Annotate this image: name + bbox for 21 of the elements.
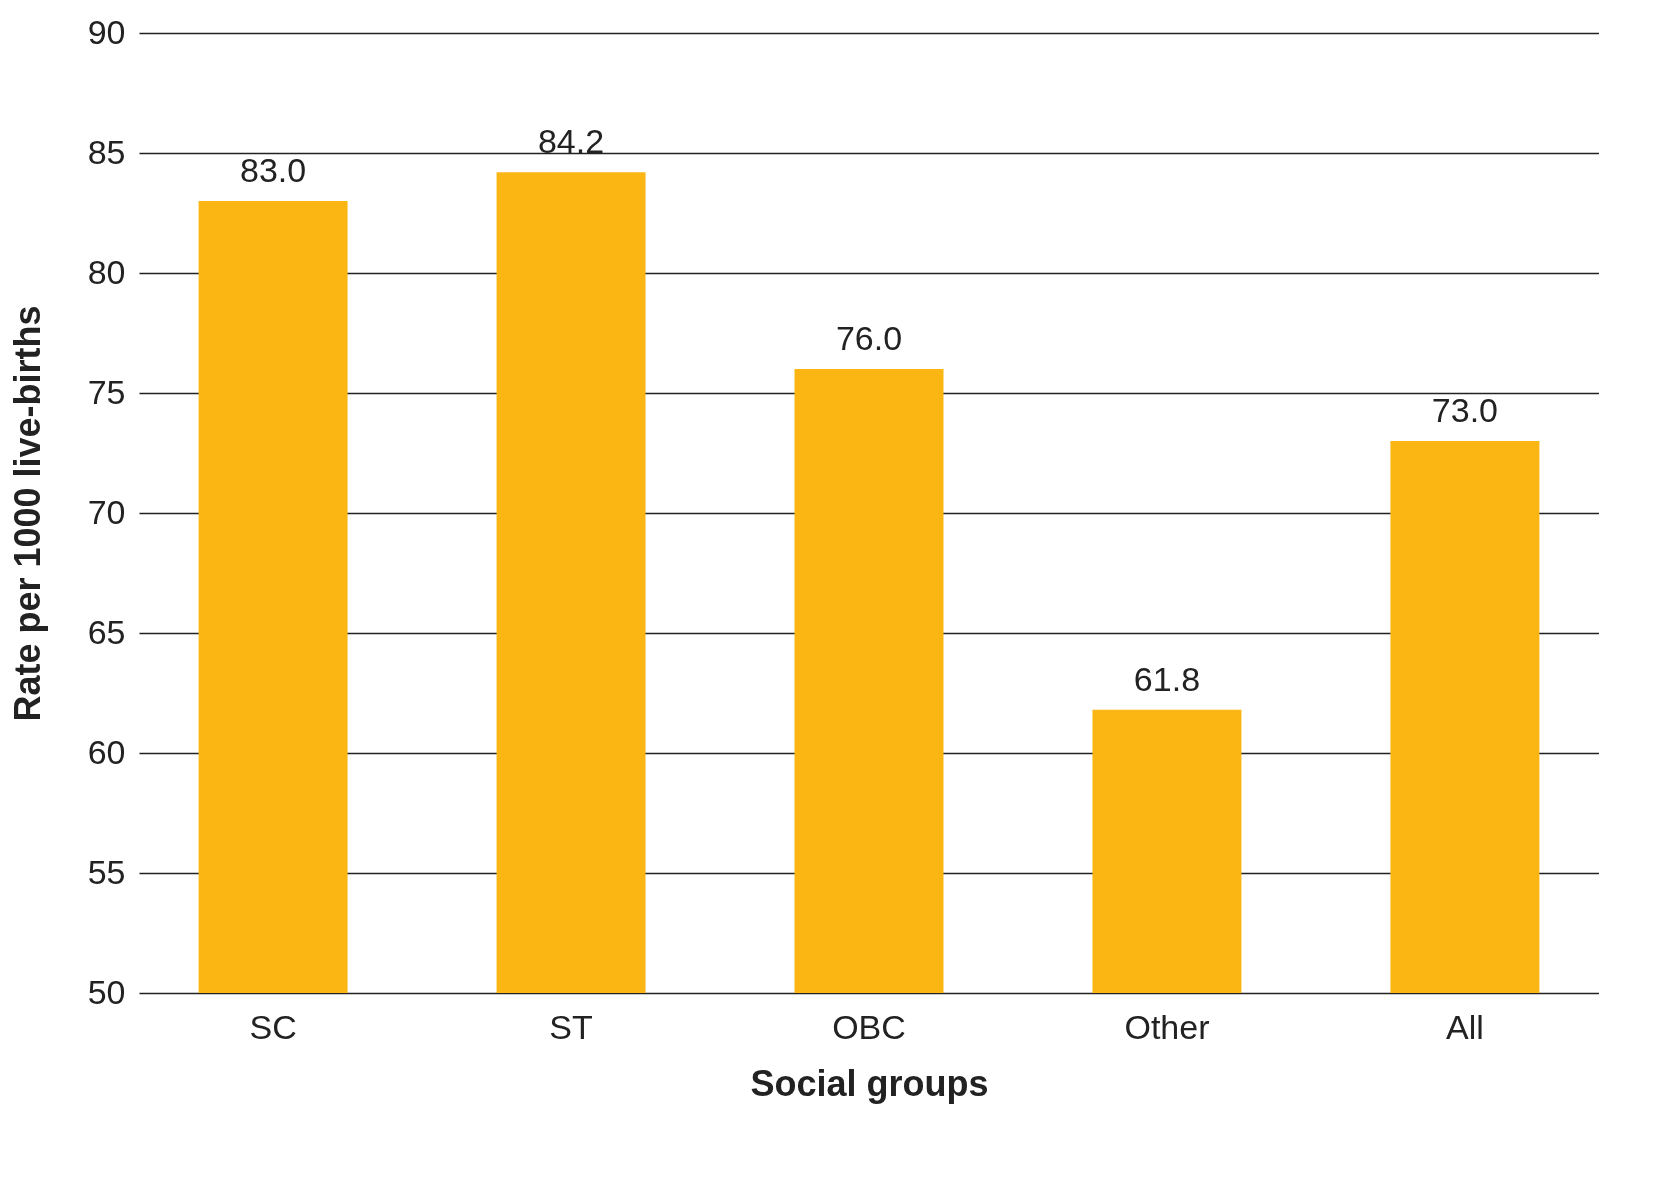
x-tick-label: SC <box>249 1007 297 1046</box>
y-tick-label: 75 <box>87 372 126 411</box>
data-label: 84.2 <box>537 122 605 161</box>
y-tick-label: 85 <box>87 132 126 171</box>
data-label: 61.8 <box>1133 659 1201 698</box>
y-tick-label: 50 <box>87 972 126 1011</box>
y-tick-label: 60 <box>87 732 126 771</box>
x-tick-label: OBC <box>832 1007 906 1046</box>
y-tick-label: 65 <box>87 612 126 651</box>
y-tick-label: 55 <box>87 852 126 891</box>
x-axis-title: Social groups <box>750 1062 989 1104</box>
data-label: 83.0 <box>239 151 307 189</box>
data-label: 73.0 <box>1431 391 1499 429</box>
data-label: 76.0 <box>835 319 903 357</box>
y-tick-label: 90 <box>87 12 126 51</box>
x-tick-label: Other <box>1124 1007 1210 1046</box>
x-tick-label: All <box>1446 1007 1484 1046</box>
y-axis-title: Rate per 1000 live-births <box>6 305 48 722</box>
y-tick-label: 70 <box>87 492 126 531</box>
x-tick-label: ST <box>549 1007 593 1046</box>
y-tick-label: 80 <box>87 252 126 291</box>
